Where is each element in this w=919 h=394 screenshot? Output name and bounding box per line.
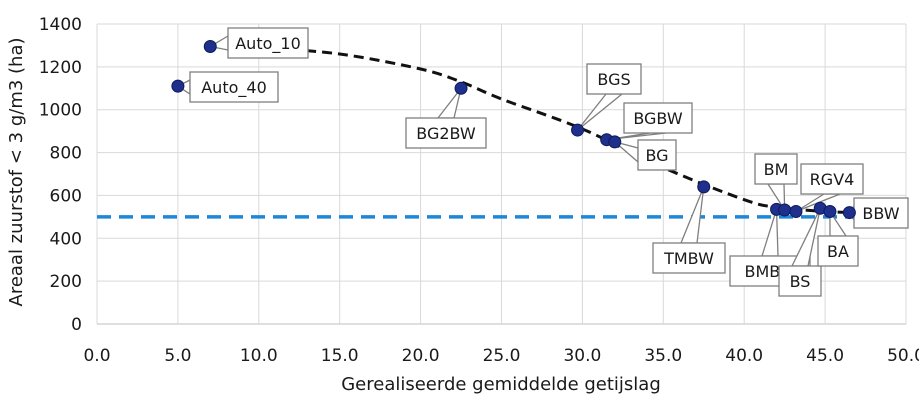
callout-bs: BS (778, 207, 822, 297)
callout-box (800, 163, 864, 195)
data-point-bm (778, 203, 792, 217)
x-tick-label: 50.0 (887, 346, 919, 366)
point-label: BS (790, 272, 811, 291)
y-axis-title: Areaal zuurstof < 3 g/m3 (ha) (6, 37, 27, 306)
y-tick-label: 1000 (39, 101, 82, 121)
point-label: BGS (597, 70, 630, 89)
data-point-bg (608, 135, 622, 149)
data-point-bg2bw (454, 81, 468, 95)
callout-box (623, 102, 693, 134)
callout-box (778, 265, 822, 297)
point-label: BGBW (633, 109, 683, 128)
point-label: Auto_40 (201, 78, 267, 98)
x-tick-label: 40.0 (725, 346, 763, 366)
callout-bg: BG (614, 139, 677, 171)
x-tick-label: 15.0 (321, 346, 359, 366)
x-tick-label: 35.0 (644, 346, 682, 366)
y-tick-label: 600 (50, 186, 82, 206)
point-label: BM (764, 160, 789, 179)
x-tick-label: 20.0 (402, 346, 440, 366)
callout-box (405, 117, 487, 149)
x-tick-label: 25.0 (483, 346, 521, 366)
callout-bbw: BBW (848, 197, 909, 229)
x-tick-label: 30.0 (563, 346, 601, 366)
y-tick-label: 200 (50, 272, 82, 292)
point-label: TMBW (663, 249, 714, 268)
axes: 0 200 400 600 800 1000 1200 1400 0.0 5.0 10.0 15.0 2… (39, 15, 919, 366)
callout-auto-40: Auto_40 (176, 71, 279, 103)
callout-bm: BM (754, 153, 798, 213)
trend-line (210, 43, 858, 215)
point-label: BBW (862, 204, 899, 223)
y-tick-label: 0 (71, 315, 82, 335)
callout-box (652, 242, 726, 274)
callout-pointer (577, 93, 624, 131)
data-point-auto-10 (203, 40, 217, 53)
x-tick-label: 10.0 (240, 346, 278, 366)
x-tick-label: 0.0 (83, 346, 110, 366)
callout-auto-10: Auto_10 (208, 27, 309, 59)
callout-box (754, 153, 798, 185)
callout-bg2bw: BG2BW (405, 87, 487, 149)
x-tick-label: 45.0 (806, 346, 844, 366)
callout-bgs: BGS (577, 63, 642, 131)
callout-ba: BA (817, 209, 859, 267)
callout-tmbw: TMBW (652, 186, 726, 274)
y-tick-label: 800 (50, 144, 82, 164)
point-label: BG2BW (416, 124, 476, 143)
callout-rgv4: RGV4 (795, 163, 864, 213)
callout-bgbw: BGBW (606, 102, 693, 141)
point-label: BA (827, 242, 849, 261)
data-point-tmbw (697, 180, 711, 194)
callout-box (853, 197, 909, 229)
trend-line-group (210, 43, 858, 215)
data-point-bbw (842, 206, 856, 220)
y-tick-label: 1400 (39, 15, 82, 35)
point-label: RGV4 (810, 170, 855, 189)
callout-box (817, 235, 859, 267)
x-tick-label: 5.0 (164, 346, 191, 366)
callout-box (586, 63, 642, 95)
data-point-auto-40 (171, 79, 185, 93)
data-point-rgv4 (789, 205, 803, 218)
point-label: BG (645, 146, 668, 165)
callout-box (189, 71, 279, 103)
data-point-bgs (571, 123, 585, 137)
data-points (171, 40, 856, 220)
point-label: Auto_10 (235, 34, 301, 54)
y-tick-label: 400 (50, 229, 82, 249)
callout-box (227, 27, 309, 59)
x-axis-title: Gerealiseerde gemiddelde getijslag (341, 374, 661, 394)
callouts: Auto_10Auto_40BG2BWBGSBGBWBGTMBWBMBWBMRG… (176, 27, 909, 297)
data-point-ba (823, 205, 837, 218)
callout-box (637, 139, 677, 171)
y-tick-label: 1200 (39, 58, 82, 78)
